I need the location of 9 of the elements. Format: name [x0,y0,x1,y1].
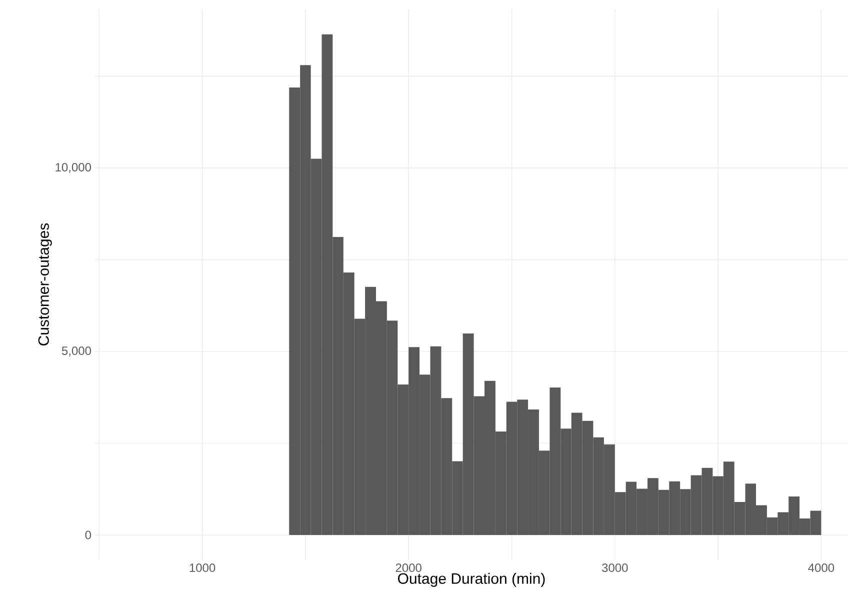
y-axis-title: Customer-outages [38,223,52,346]
x-tick-label: 4000 [808,564,834,572]
x-tick-label: 1000 [190,564,216,572]
x-tick-label: 3000 [602,564,628,572]
y-tick-label: 5,000 [62,346,92,356]
y-tick-label: 0 [85,530,92,540]
y-tick-label: 10,000 [56,162,92,173]
x-axis-title: Outage Duration (min) [398,572,545,587]
x-tick-label: 2000 [396,564,422,572]
